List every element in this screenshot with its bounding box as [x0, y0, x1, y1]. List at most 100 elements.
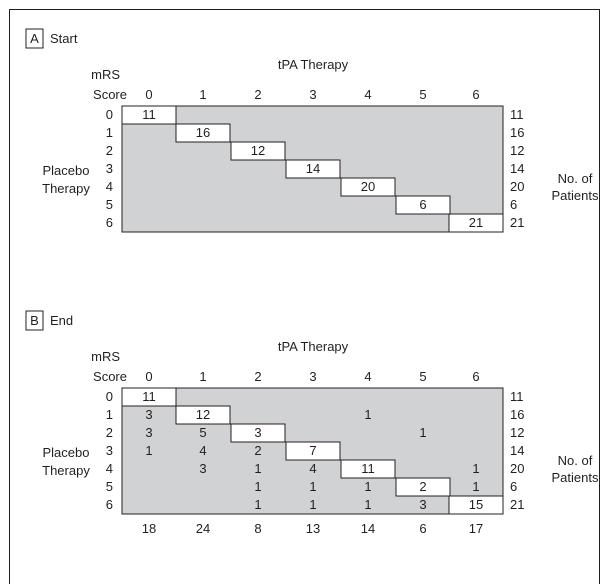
- cell-value: 3: [254, 425, 261, 440]
- column-score-label: 6: [472, 87, 479, 102]
- cell-value: 4: [309, 461, 316, 476]
- diagonal-cell: [340, 177, 396, 197]
- row-total: 6: [510, 479, 517, 494]
- placebo-therapy-line-2: Therapy: [42, 463, 90, 478]
- row-score-label: 1: [106, 407, 113, 422]
- row-total: 14: [510, 161, 524, 176]
- row-total: 16: [510, 407, 524, 422]
- row-header-line-2: Score: [93, 369, 127, 384]
- cell-value: 20: [361, 179, 375, 194]
- cell-value: 12: [251, 143, 265, 158]
- no-of-patients-line-2: Patients: [552, 188, 599, 203]
- diagonal-cell: [285, 441, 341, 461]
- diagonal-cell: [285, 159, 341, 179]
- row-score-label: 6: [106, 497, 113, 512]
- row-score-label: 1: [106, 125, 113, 140]
- row-total: 20: [510, 461, 524, 476]
- column-score-label: 2: [254, 87, 261, 102]
- panel-a: [25, 28, 504, 233]
- panel-letter-box: [25, 310, 44, 331]
- cell-value: 3: [145, 407, 152, 422]
- column-total: 24: [196, 521, 210, 536]
- column-score-label: 3: [309, 87, 316, 102]
- row-score-label: 2: [106, 425, 113, 440]
- cell-value: 1: [309, 497, 316, 512]
- row-score-label: 4: [106, 461, 113, 476]
- panel-letter: A: [30, 31, 39, 46]
- diagonal-cell: [175, 123, 231, 143]
- row-header-line-1: mRS: [91, 67, 120, 82]
- row-total: 6: [510, 197, 517, 212]
- placebo-therapy-line-1: Placebo: [43, 163, 90, 178]
- row-score-label: 4: [106, 179, 113, 194]
- column-score-label: 5: [419, 87, 426, 102]
- row-score-label: 5: [106, 197, 113, 212]
- row-score-label: 3: [106, 161, 113, 176]
- diagonal-cell: [230, 141, 286, 161]
- panel-title: End: [50, 313, 73, 328]
- cell-value: 1: [472, 479, 479, 494]
- cell-value: 11: [142, 107, 156, 122]
- diagonal-cell: [121, 387, 177, 407]
- diagonal-cell: [448, 213, 504, 233]
- column-score-label: 3: [309, 369, 316, 384]
- column-score-label: 1: [199, 369, 206, 384]
- cell-value: 12: [196, 407, 210, 422]
- cell-value: 11: [361, 461, 375, 476]
- cell-value: 7: [309, 443, 316, 458]
- placebo-therapy-line-2: Therapy: [42, 181, 90, 196]
- row-total: 21: [510, 215, 524, 230]
- cell-value: 14: [306, 161, 320, 176]
- cell-value: 21: [469, 215, 483, 230]
- panel-letter-box: [25, 28, 44, 49]
- diagonal-cell: [340, 459, 396, 479]
- column-header: tPA Therapy: [278, 57, 349, 72]
- diagonal-cell: [121, 105, 177, 125]
- cell-value: 1: [472, 461, 479, 476]
- panel-letter: B: [30, 313, 39, 328]
- column-score-label: 0: [145, 369, 152, 384]
- row-total: 20: [510, 179, 524, 194]
- row-score-label: 2: [106, 143, 113, 158]
- column-total: 18: [142, 521, 156, 536]
- diagonal-cell: [448, 495, 504, 515]
- row-total: 12: [510, 425, 524, 440]
- panel-b: [25, 310, 504, 515]
- cell-value: 2: [254, 443, 261, 458]
- row-total: 11: [510, 389, 524, 404]
- row-score-label: 6: [106, 215, 113, 230]
- cell-value: 1: [364, 479, 371, 494]
- figure-frame: [9, 9, 600, 584]
- row-score-label: 3: [106, 443, 113, 458]
- cell-value: 1: [419, 425, 426, 440]
- column-total: 8: [254, 521, 261, 536]
- cell-value: 1: [254, 461, 261, 476]
- cell-value: 16: [196, 125, 210, 140]
- column-total: 13: [306, 521, 320, 536]
- row-header-line-1: mRS: [91, 349, 120, 364]
- column-score-label: 4: [364, 369, 371, 384]
- cell-value: 11: [142, 389, 156, 404]
- cell-value: 3: [145, 425, 152, 440]
- diagonal-cell: [395, 477, 451, 497]
- row-total: 21: [510, 497, 524, 512]
- cell-value: 3: [419, 497, 426, 512]
- row-total: 11: [510, 107, 524, 122]
- column-total: 6: [419, 521, 426, 536]
- column-header: tPA Therapy: [278, 339, 349, 354]
- no-of-patients-line-1: No. of: [558, 453, 593, 468]
- row-header-line-2: Score: [93, 87, 127, 102]
- cell-value: 5: [199, 425, 206, 440]
- cell-value: 1: [254, 497, 261, 512]
- no-of-patients-line-2: Patients: [552, 470, 599, 485]
- column-score-label: 4: [364, 87, 371, 102]
- row-total: 12: [510, 143, 524, 158]
- column-score-label: 2: [254, 369, 261, 384]
- cell-value: 4: [199, 443, 206, 458]
- row-score-label: 5: [106, 479, 113, 494]
- diagonal-cell: [175, 405, 231, 425]
- row-score-label: 0: [106, 107, 113, 122]
- cell-value: 1: [364, 407, 371, 422]
- cell-value: 2: [419, 479, 426, 494]
